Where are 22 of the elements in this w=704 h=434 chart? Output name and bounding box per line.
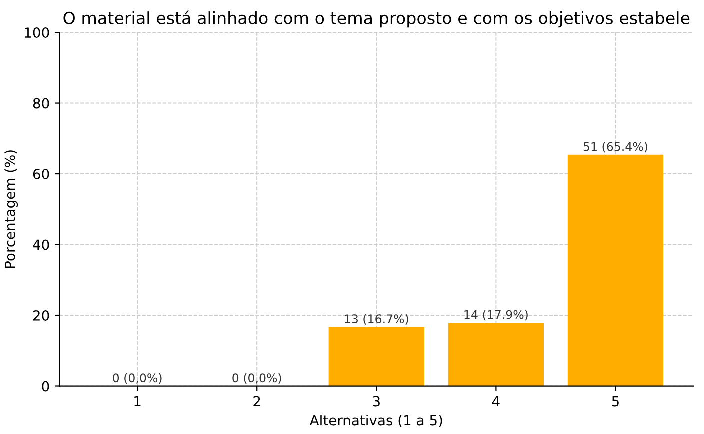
x-tick-label: 3 <box>373 396 380 407</box>
data-label: 14 (17.9%) <box>464 310 528 321</box>
y-tick-label: 0 <box>42 381 50 392</box>
x-tick-label: 5 <box>612 396 619 407</box>
x-tick-label: 4 <box>492 396 500 407</box>
y-tick-label: 60 <box>33 169 50 180</box>
x-tick-label: 2 <box>254 396 260 407</box>
bar <box>328 327 424 386</box>
x-tick-label: 1 <box>134 396 141 407</box>
bar <box>568 154 664 386</box>
data-label: 0 (0,0%) <box>113 373 162 384</box>
bar <box>448 322 544 386</box>
y-tick-label: 20 <box>33 310 50 321</box>
data-label: 13 (16.7%) <box>345 314 408 325</box>
data-label: 0 (0,0%) <box>232 373 282 384</box>
y-tick-label: 40 <box>33 240 50 250</box>
y-tick-label: 100 <box>25 28 50 38</box>
x-axis-title: Alternativas (1 a 5) <box>310 414 442 428</box>
y-tick-label: 80 <box>33 98 50 109</box>
chart-title: O material está alinhado com o tema proposto e com os objetivos estabele <box>64 10 690 28</box>
y-axis-title: Porcentagem (%) <box>4 150 18 268</box>
data-label: 51 (65.4%) <box>584 142 648 153</box>
